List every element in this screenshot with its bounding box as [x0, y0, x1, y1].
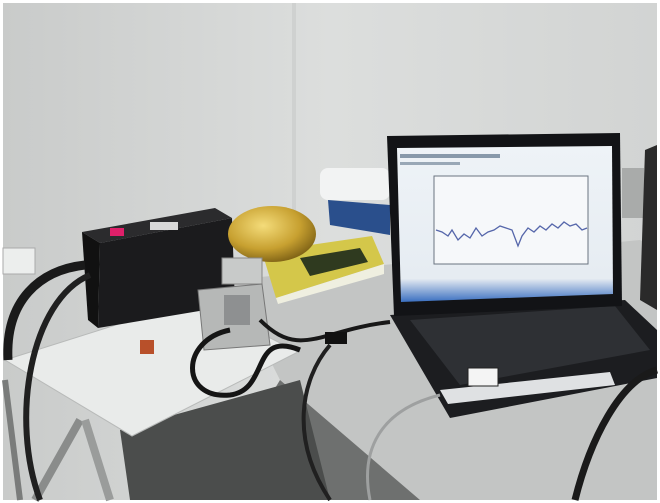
- cable: [366, 393, 441, 501]
- cable: [3, 260, 86, 361]
- white-roll: [320, 168, 390, 200]
- cable: [23, 272, 92, 502]
- keyboard: [410, 306, 650, 385]
- box-label: [110, 228, 124, 236]
- cable: [571, 366, 659, 501]
- desk-shadow: [120, 380, 330, 500]
- book-pages: [276, 264, 384, 304]
- tripod-leg: [31, 418, 84, 502]
- qr-sticker: [467, 367, 499, 387]
- wall-corner: [292, 3, 296, 263]
- blue-binder: [328, 200, 390, 235]
- window-header: [400, 162, 460, 165]
- plot-trace: [435, 221, 588, 248]
- tripod-leg: [2, 379, 23, 501]
- socket: [2, 247, 36, 275]
- cable: [190, 327, 301, 398]
- plot-area: [433, 175, 589, 265]
- tripod-leg: [81, 418, 114, 502]
- window-header: [400, 154, 500, 158]
- book-cover-art: [300, 248, 368, 276]
- small-sample: [140, 340, 154, 354]
- box-side: [82, 232, 100, 328]
- device-mount: [224, 295, 250, 325]
- wall-device: [622, 168, 644, 218]
- device-head: [221, 257, 263, 285]
- monitor-edge: [640, 145, 657, 310]
- cable: [301, 343, 332, 502]
- box-sticker: [150, 222, 178, 230]
- cable: [258, 318, 391, 343]
- gold-object: [228, 206, 316, 262]
- laptop-sticker: [440, 372, 615, 404]
- usb-plug: [325, 332, 347, 344]
